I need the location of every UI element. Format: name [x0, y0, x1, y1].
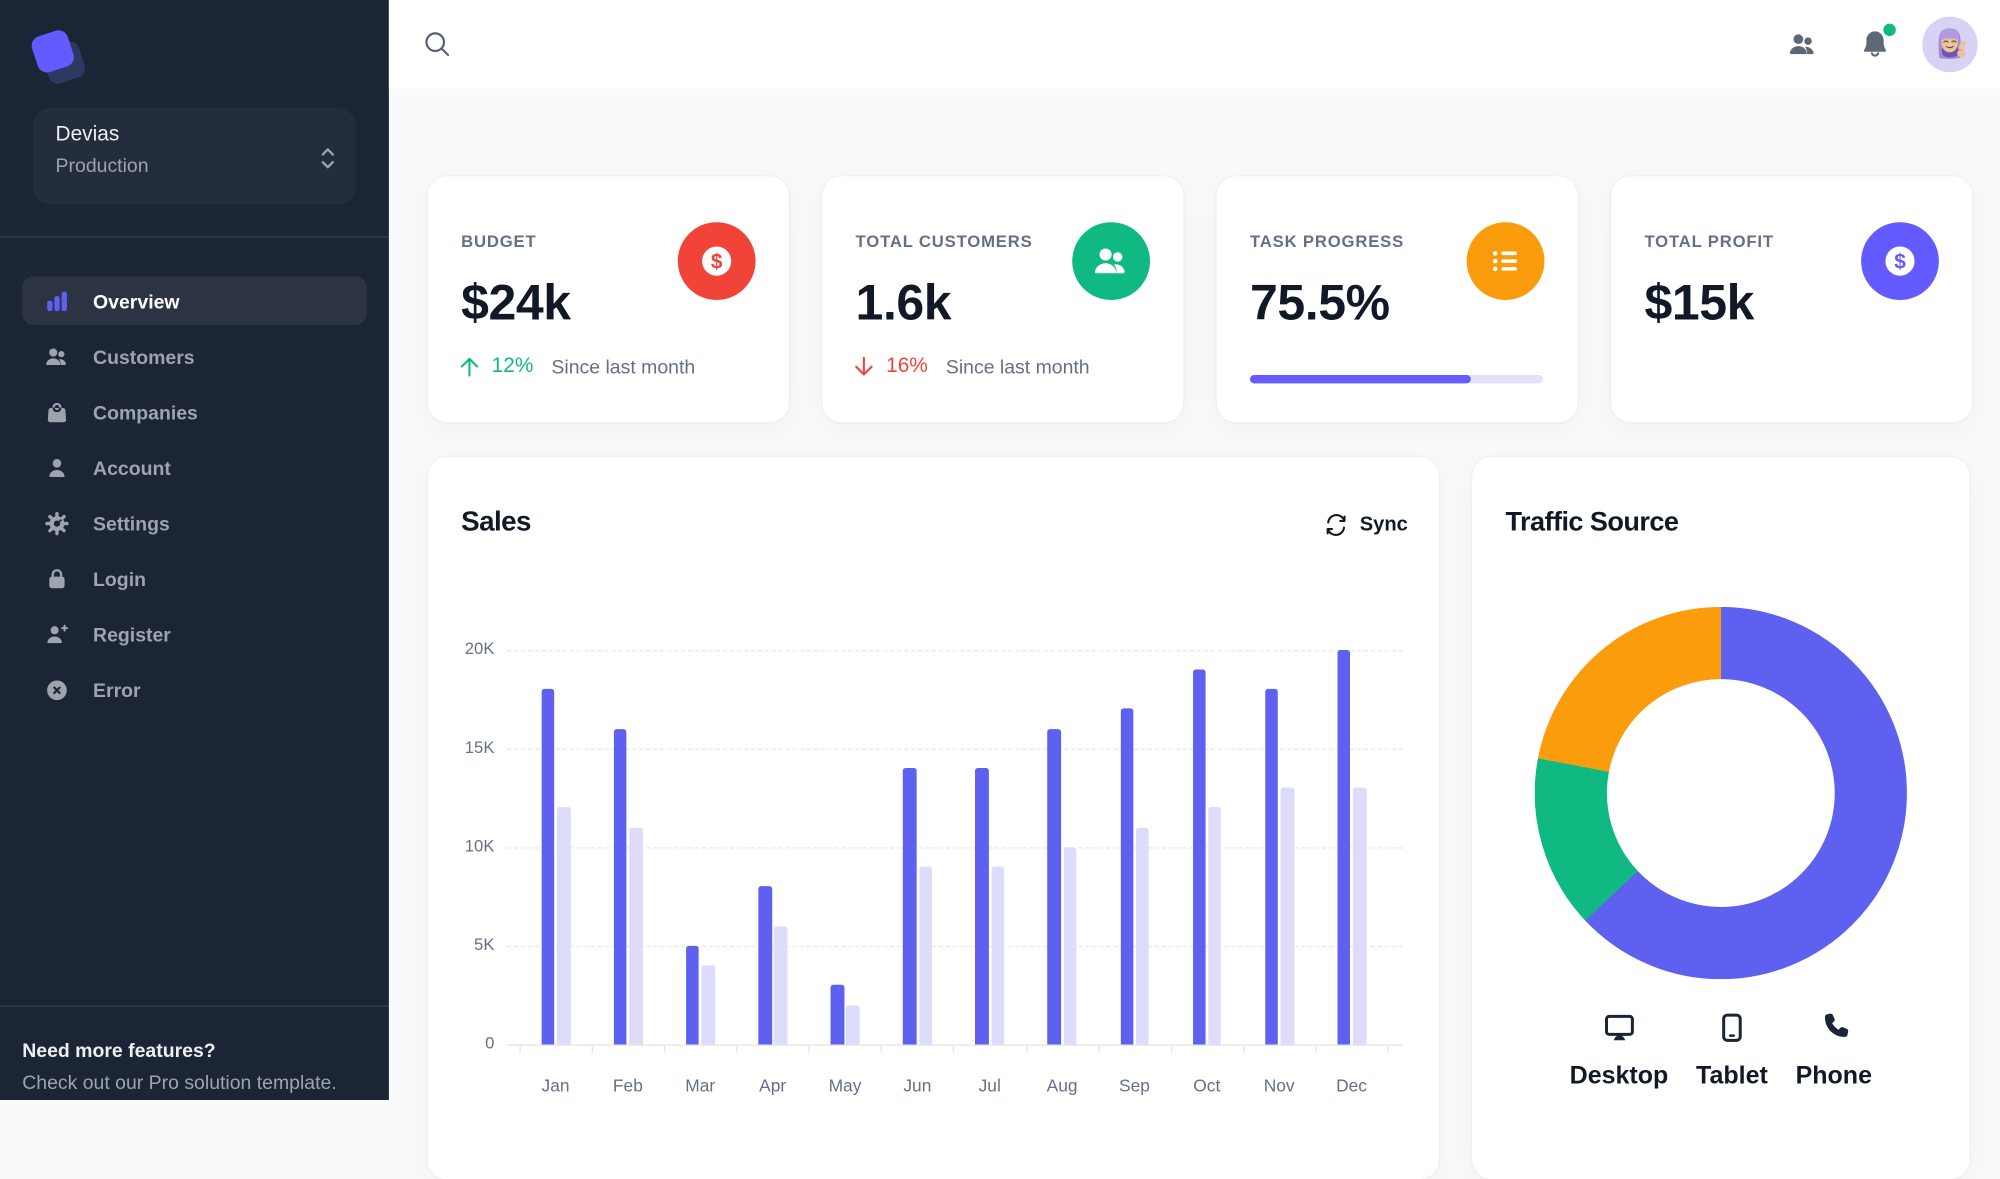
svg-text:$: $ [711, 250, 723, 273]
svg-text:$: $ [1894, 250, 1906, 273]
